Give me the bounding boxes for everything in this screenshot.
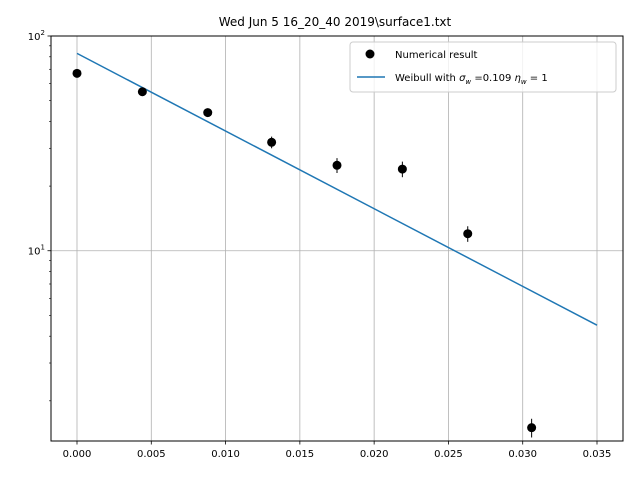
x-tick-label: 0.025: [434, 449, 463, 460]
plot-frame: [50, 35, 624, 442]
weibull-label-prefix: Weibull with: [395, 73, 459, 84]
x-tick-label: 0.015: [286, 449, 315, 460]
x-tick-label: 0.005: [137, 449, 166, 460]
y-tick-label: 101: [28, 244, 45, 258]
data-point: [527, 423, 537, 433]
legend-label-numerical: Numerical result: [395, 50, 478, 61]
data-point: [267, 137, 277, 147]
data-layer: [72, 52, 598, 438]
y-tick-label-exp: 2: [41, 29, 45, 37]
data-point: [332, 160, 342, 170]
x-tick-label: 0.020: [360, 449, 389, 460]
weibull-fit-line: [76, 52, 598, 326]
data-point: [137, 87, 147, 97]
weibull-label-eta: η: [515, 73, 521, 84]
legend: Numerical result Weibull with σw =0.109 …: [349, 41, 617, 93]
data-point: [203, 108, 213, 118]
x-tick-label: 0.030: [508, 449, 537, 460]
y-tick-label-base: 10: [28, 32, 41, 43]
y-tick-label-exp: 1: [41, 244, 45, 252]
weibull-label-sigma: σ: [459, 73, 466, 84]
chart-title: Wed Jun 5 16_20_40 2019\surface1.txt: [219, 15, 452, 29]
axis-layer: 0.000 0.005 0.010 0.015 0.020 0.025 0.030 0.035…: [28, 29, 612, 460]
y-tick-label-base: 10: [28, 247, 41, 258]
y-tick-label: 102: [28, 29, 45, 43]
data-point: [72, 68, 82, 78]
weibull-label-mid: =0.109: [471, 73, 514, 84]
legend-marker-numerical: [365, 49, 375, 59]
weibull-label-suffix: = 1: [527, 73, 548, 84]
legend-box: [349, 41, 617, 93]
x-tick-label: 0.010: [211, 449, 240, 460]
x-tick-label: 0.035: [583, 449, 612, 460]
x-tick-label: 0.000: [63, 449, 92, 460]
data-point: [397, 164, 407, 174]
weibull-label-sigma-sub: w: [465, 78, 471, 86]
weibull-label-eta-sub: w: [521, 78, 527, 86]
data-point: [463, 229, 473, 239]
legend-label-weibull: Weibull with σw =0.109 ηw = 1: [395, 73, 548, 86]
